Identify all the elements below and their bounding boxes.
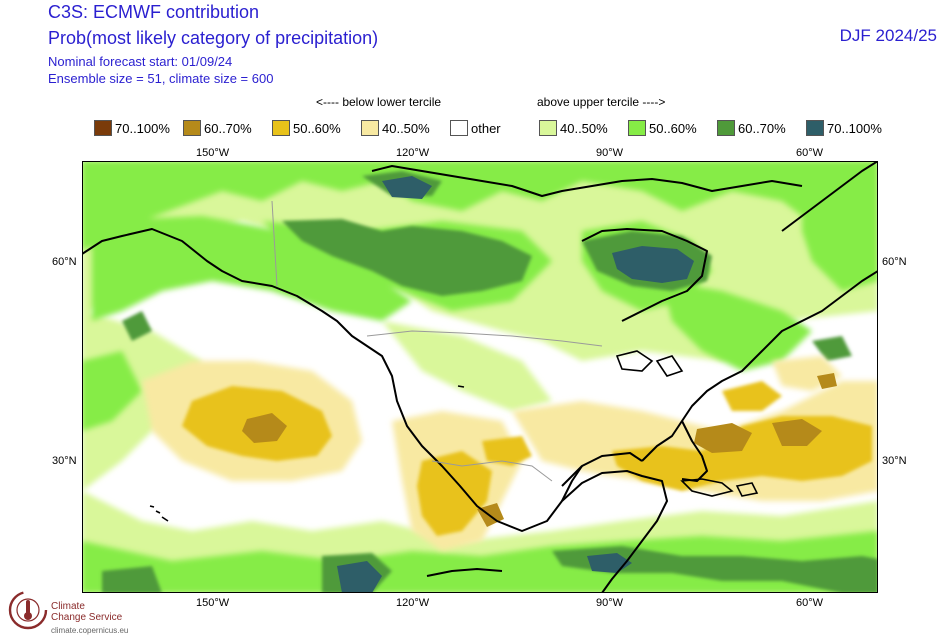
above-tercile-label: above upper tercile ---->: [537, 95, 665, 109]
legend-swatch: [628, 120, 646, 136]
legend-label: other: [471, 121, 501, 136]
legend-swatch: [183, 120, 201, 136]
season-label: DJF 2024/25: [840, 26, 937, 46]
chart-subtitle: Prob(most likely category of precipitati…: [48, 28, 378, 49]
legend-item: 60..70%: [183, 120, 252, 136]
chart-title: C3S: ECMWF contribution: [48, 2, 259, 23]
lon-label-bottom: 120°W: [396, 597, 429, 609]
legend-swatch: [539, 120, 557, 136]
logo-emblem-icon: [6, 588, 50, 634]
legend-item: other: [450, 120, 501, 136]
legend-swatch: [806, 120, 824, 136]
forecast-map: [82, 161, 878, 593]
lat-label-left: 30°N: [52, 455, 77, 467]
ensemble-info: Ensemble size = 51, climate size = 600: [48, 71, 273, 86]
lon-label-top: 60°W: [796, 147, 823, 159]
legend-item: 60..70%: [717, 120, 786, 136]
legend-label: 60..70%: [738, 121, 786, 136]
lon-label-bottom: 150°W: [196, 597, 229, 609]
logo-url: climate.copernicus.eu: [51, 626, 128, 635]
legend-label: 40..50%: [382, 121, 430, 136]
lon-label-bottom: 90°W: [596, 597, 623, 609]
lat-label-right: 30°N: [882, 455, 907, 467]
legend-label: 70..100%: [827, 121, 882, 136]
legend-swatch: [361, 120, 379, 136]
lon-label-top: 150°W: [196, 147, 229, 159]
logo-line-2: Change Service: [51, 612, 122, 623]
lon-label-top: 90°W: [596, 147, 623, 159]
legend-swatch: [272, 120, 290, 136]
lon-label-top: 120°W: [396, 147, 429, 159]
legend-item: 50..60%: [272, 120, 341, 136]
legend-item: 50..60%: [628, 120, 697, 136]
below-tercile-label: <---- below lower tercile: [316, 95, 441, 109]
legend-item: 40..50%: [361, 120, 430, 136]
legend-label: 40..50%: [560, 121, 608, 136]
lat-label-left: 60°N: [52, 256, 77, 268]
legend-label: 70..100%: [115, 121, 170, 136]
legend-swatch: [717, 120, 735, 136]
map-canvas: [82, 161, 878, 593]
legend-item: 40..50%: [539, 120, 608, 136]
lon-label-bottom: 60°W: [796, 597, 823, 609]
legend-label: 50..60%: [293, 121, 341, 136]
legend-label: 60..70%: [204, 121, 252, 136]
lat-label-right: 60°N: [882, 256, 907, 268]
legend-swatch: [450, 120, 468, 136]
legend-swatch: [94, 120, 112, 136]
forecast-start: Nominal forecast start: 01/09/24: [48, 54, 232, 69]
legend-label: 50..60%: [649, 121, 697, 136]
logo-line-1: Climate: [51, 601, 122, 612]
logo-text: Climate Change Service: [51, 601, 122, 623]
legend-item: 70..100%: [806, 120, 882, 136]
legend-item: 70..100%: [94, 120, 170, 136]
